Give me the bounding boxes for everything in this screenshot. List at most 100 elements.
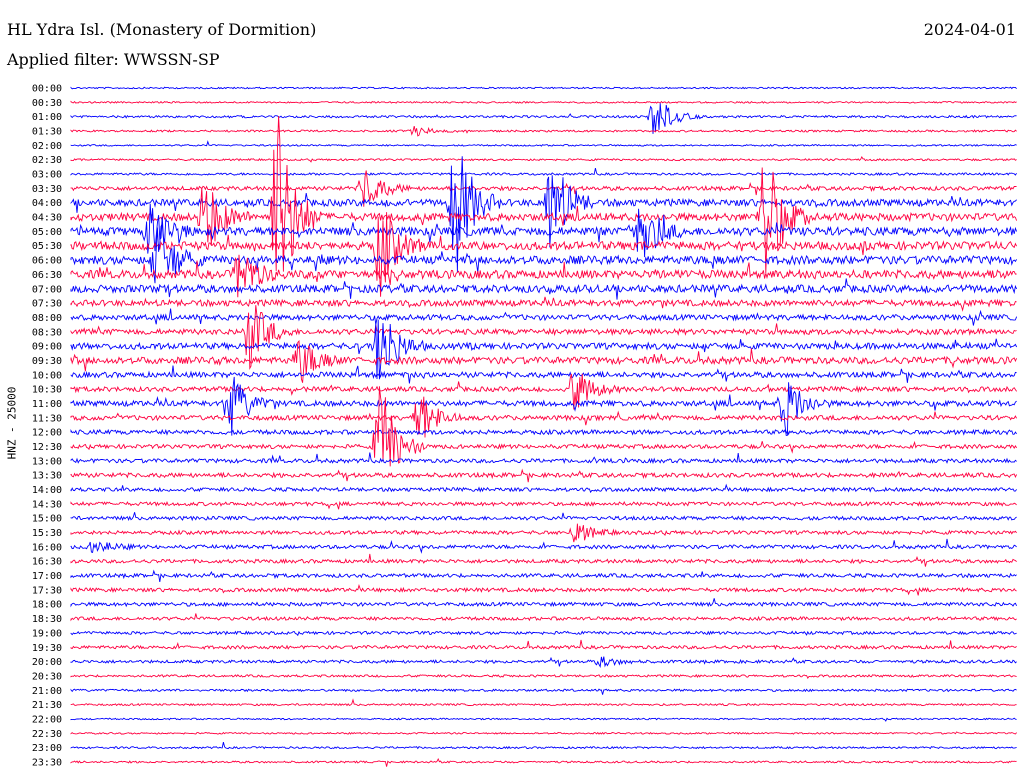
- row-time-label: 20:00: [32, 657, 62, 668]
- row-time-label: 15:30: [32, 528, 62, 539]
- row-time-label: 08:30: [32, 327, 62, 338]
- row-time-label: 05:00: [32, 227, 62, 238]
- station-title: HL Ydra Isl. (Monastery of Dormition): [7, 20, 317, 39]
- seismogram-trace: [70, 296, 1017, 312]
- row-time-label: 17:00: [32, 571, 62, 582]
- seismogram-trace: [70, 598, 1018, 608]
- seismogram-trace: [70, 103, 1017, 134]
- seismogram-trace: [70, 308, 1018, 326]
- row-time-label: 18:00: [32, 600, 62, 611]
- seismogram-trace: [70, 468, 1018, 483]
- seismogram-trace: [70, 156, 1017, 273]
- seismogram-trace: [70, 500, 1017, 510]
- seismogram-trace: [70, 741, 1017, 750]
- seismogram-trace: [70, 613, 1017, 622]
- seismogram-trace: [70, 140, 1017, 147]
- row-time-label: 14:00: [32, 485, 62, 496]
- row-time-label: 03:00: [32, 170, 62, 181]
- seismogram-trace: [70, 115, 1018, 274]
- seismogram-trace: [70, 86, 1017, 90]
- row-time-label: 21:00: [32, 686, 62, 697]
- seismogram-trace: [70, 717, 1017, 722]
- seismogram-trace: [70, 656, 1017, 669]
- seismogram-trace: [70, 386, 1017, 467]
- row-time-label: 02:00: [32, 141, 62, 152]
- seismogram-trace: [70, 100, 1017, 104]
- row-time-label: 04:30: [32, 213, 62, 224]
- seismogram-trace: [70, 340, 1018, 383]
- seismogram-trace: [70, 155, 1017, 163]
- seismogram-trace: [70, 305, 1017, 370]
- seismogram-trace: [70, 319, 1018, 380]
- seismogram-trace: [70, 167, 1017, 177]
- row-time-label: 11:00: [32, 399, 62, 410]
- row-time-label: 09:30: [32, 356, 62, 367]
- row-time-label: 20:30: [32, 671, 62, 682]
- seismogram-trace: [70, 553, 1017, 567]
- row-time-label: 19:00: [32, 628, 62, 639]
- row-time-label: 01:00: [32, 112, 62, 123]
- seismogram-trace: [70, 365, 1017, 384]
- row-time-label: 16:00: [32, 542, 62, 553]
- seismogram-trace: [70, 569, 1017, 582]
- row-time-label: 08:00: [32, 313, 62, 324]
- row-time-label: 09:00: [32, 342, 62, 353]
- seismogram-trace: [70, 688, 1017, 695]
- row-time-label: 07:00: [32, 284, 62, 295]
- row-time-label: 13:30: [32, 471, 62, 482]
- seismogram-trace: [70, 639, 1017, 651]
- row-time-label: 21:30: [32, 700, 62, 711]
- row-time-label: 18:30: [32, 614, 62, 625]
- row-time-label: 06:00: [32, 256, 62, 267]
- seismogram-trace: [70, 396, 1017, 438]
- seismogram-trace: [70, 428, 1017, 436]
- row-time-label: 04:00: [32, 198, 62, 209]
- row-time-label: 15:00: [32, 514, 62, 525]
- seismogram-trace: [70, 212, 1018, 297]
- row-time-label: 23:30: [32, 757, 62, 768]
- row-time-label: 10:30: [32, 385, 62, 396]
- seismogram-trace: [70, 376, 1017, 436]
- row-time-label: 00:30: [32, 98, 62, 109]
- row-time-label: 12:30: [32, 442, 62, 453]
- seismogram-trace: [70, 170, 1017, 207]
- row-time-label: 06:30: [32, 270, 62, 281]
- filter-value: WWSSN-SP: [123, 50, 220, 69]
- row-time-label: 07:30: [32, 299, 62, 310]
- seismogram-trace: [70, 584, 1017, 596]
- seismogram-trace: [70, 483, 1017, 494]
- row-time-label: 22:00: [32, 714, 62, 725]
- row-time-label: 11:30: [32, 413, 62, 424]
- row-time-label: 22:30: [32, 729, 62, 740]
- row-time-label: 00:00: [32, 84, 62, 95]
- seismogram-trace: [70, 698, 1017, 707]
- row-time-label: 16:30: [32, 557, 62, 568]
- row-time-label: 03:30: [32, 184, 62, 195]
- row-time-label: 19:30: [32, 643, 62, 654]
- row-time-label: 14:30: [32, 499, 62, 510]
- seismogram-trace: [70, 731, 1017, 735]
- row-time-label: 13:00: [32, 456, 62, 467]
- row-time-label: 10:00: [32, 370, 62, 381]
- row-time-label: 23:00: [32, 743, 62, 754]
- seismogram-trace: [70, 673, 1017, 679]
- seismogram-trace: [70, 126, 1017, 137]
- seismogram-trace: [70, 523, 1017, 543]
- row-time-label: 12:00: [32, 428, 62, 439]
- seismogram-trace: [70, 512, 1017, 522]
- seismogram-trace: [70, 222, 1017, 284]
- row-time-label: 05:30: [32, 241, 62, 252]
- seismogram-trace: [70, 373, 1017, 410]
- seismogram-trace: [70, 630, 1017, 637]
- filter-label: Applied filter: WWSSN-SP: [7, 50, 220, 69]
- row-time-label: 02:30: [32, 155, 62, 166]
- seismogram-trace: [70, 278, 1018, 300]
- seismogram-trace: [70, 538, 1017, 554]
- seismogram-trace: [70, 452, 1017, 465]
- row-time-label: 17:30: [32, 585, 62, 596]
- filter-label-text: Applied filter:: [7, 50, 119, 69]
- seismogram-trace: [70, 203, 1018, 258]
- seismogram-trace: [70, 254, 1017, 298]
- row-time-label: 01:30: [32, 127, 62, 138]
